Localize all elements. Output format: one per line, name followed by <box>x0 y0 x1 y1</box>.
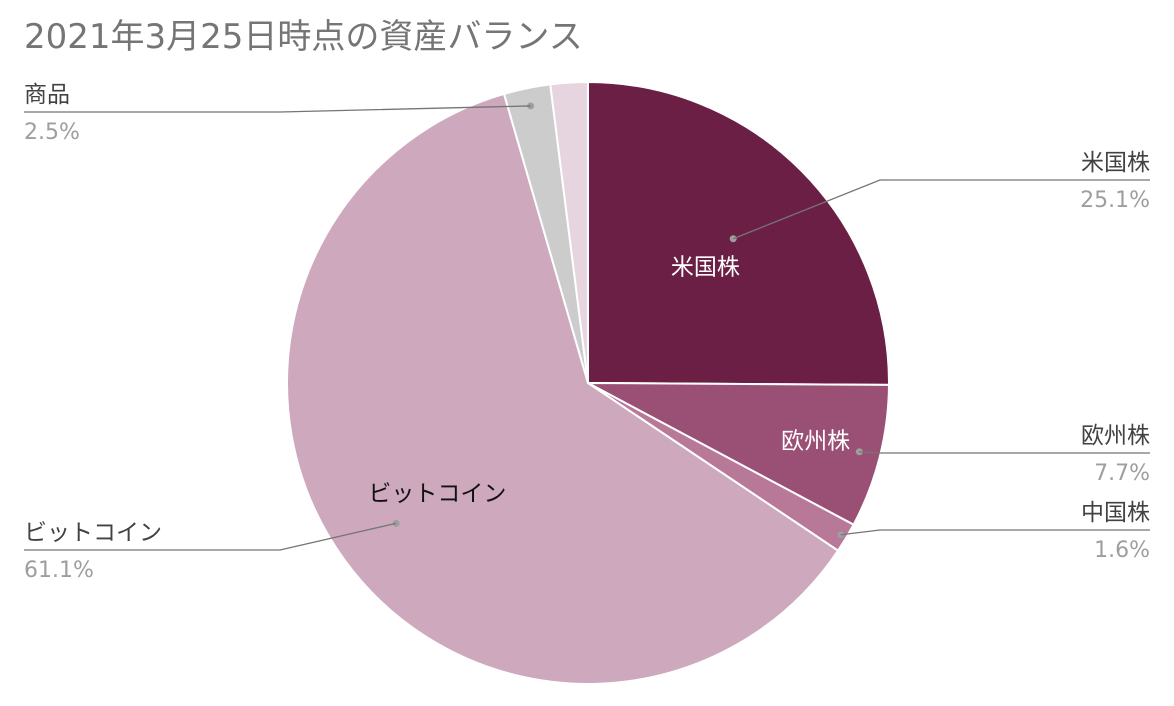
pie-slice-slice-3 <box>286 92 840 685</box>
leader-line <box>24 105 531 113</box>
pie-slice-slice-unlabeled <box>549 80 589 384</box>
leader-line <box>859 451 1150 454</box>
slice-inside-label: ビットコイン <box>368 481 506 507</box>
slice-percent-label: 1.6% <box>1094 538 1150 563</box>
slice-percent-label: 2.5% <box>24 120 80 145</box>
pie-slices <box>286 80 891 685</box>
leader-line <box>840 529 1150 536</box>
pie-slice-slice-1 <box>587 382 891 527</box>
leader-lines <box>24 102 1150 551</box>
slice-percent-label: 61.1% <box>24 558 94 583</box>
slice-percent-label: 25.1% <box>1080 188 1150 213</box>
leader-line <box>24 522 397 551</box>
slice-label: 商品 <box>24 82 70 108</box>
slice-label: 米国株 <box>1081 150 1150 176</box>
slice-percent-label: 7.7% <box>1094 461 1150 486</box>
slice-inside-label: 米国株 <box>671 254 740 280</box>
slice-label: 欧州株 <box>1081 423 1150 449</box>
pie-slice-slice-0 <box>587 80 890 386</box>
slice-inside-label: 欧州株 <box>781 429 850 455</box>
chart-title: 2021年3月25日時点の資産バランス <box>24 17 583 57</box>
slice-label: ビットコイン <box>24 520 162 546</box>
leader-line <box>732 179 1150 240</box>
slice-label: 中国株 <box>1081 500 1150 526</box>
